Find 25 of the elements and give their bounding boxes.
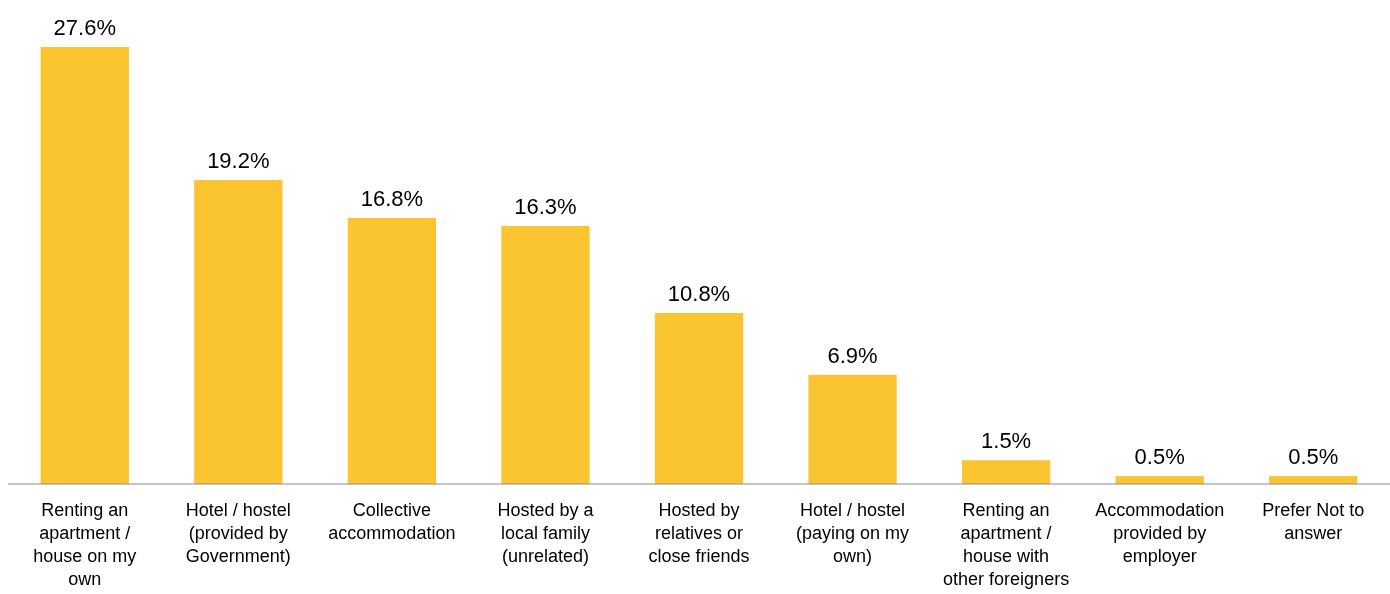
bar (961, 460, 1051, 484)
data-label: 1.5% (981, 428, 1032, 454)
data-label: 6.9% (827, 342, 878, 368)
x-tick-label: Hosted by a local family (unrelated) (497, 500, 595, 566)
data-label: 19.2% (207, 148, 270, 173)
x-tick-label: Prefer Not to answer (1262, 500, 1365, 543)
data-label: 16.8% (360, 186, 424, 211)
x-tick-label: Hotel / hostel (paying on my own) (796, 500, 910, 566)
x-tick-label: Renting an apartment / house with other foreigners (943, 500, 1070, 589)
x-tick-label: Hotel / hostel (provided by Government) (185, 500, 291, 566)
data-label: 0.5% (1288, 444, 1339, 470)
x-tick-label: Accommodation provided by employer (1095, 500, 1225, 566)
bar (501, 225, 590, 484)
data-label: 0.5% (1134, 444, 1185, 470)
bar (194, 180, 283, 484)
data-label: 27.6% (53, 15, 116, 40)
bar (808, 374, 897, 484)
data-label: 16.3% (514, 193, 577, 219)
bar (654, 313, 744, 484)
x-tick-label: Renting an apartment / house on my own (33, 500, 137, 589)
data-label: 10.8% (667, 281, 731, 306)
x-tick-label: Hosted by relatives or close friends (648, 500, 750, 566)
bar (40, 47, 129, 484)
x-tick-label: Collective accommodation (328, 500, 456, 543)
bar (347, 218, 437, 484)
